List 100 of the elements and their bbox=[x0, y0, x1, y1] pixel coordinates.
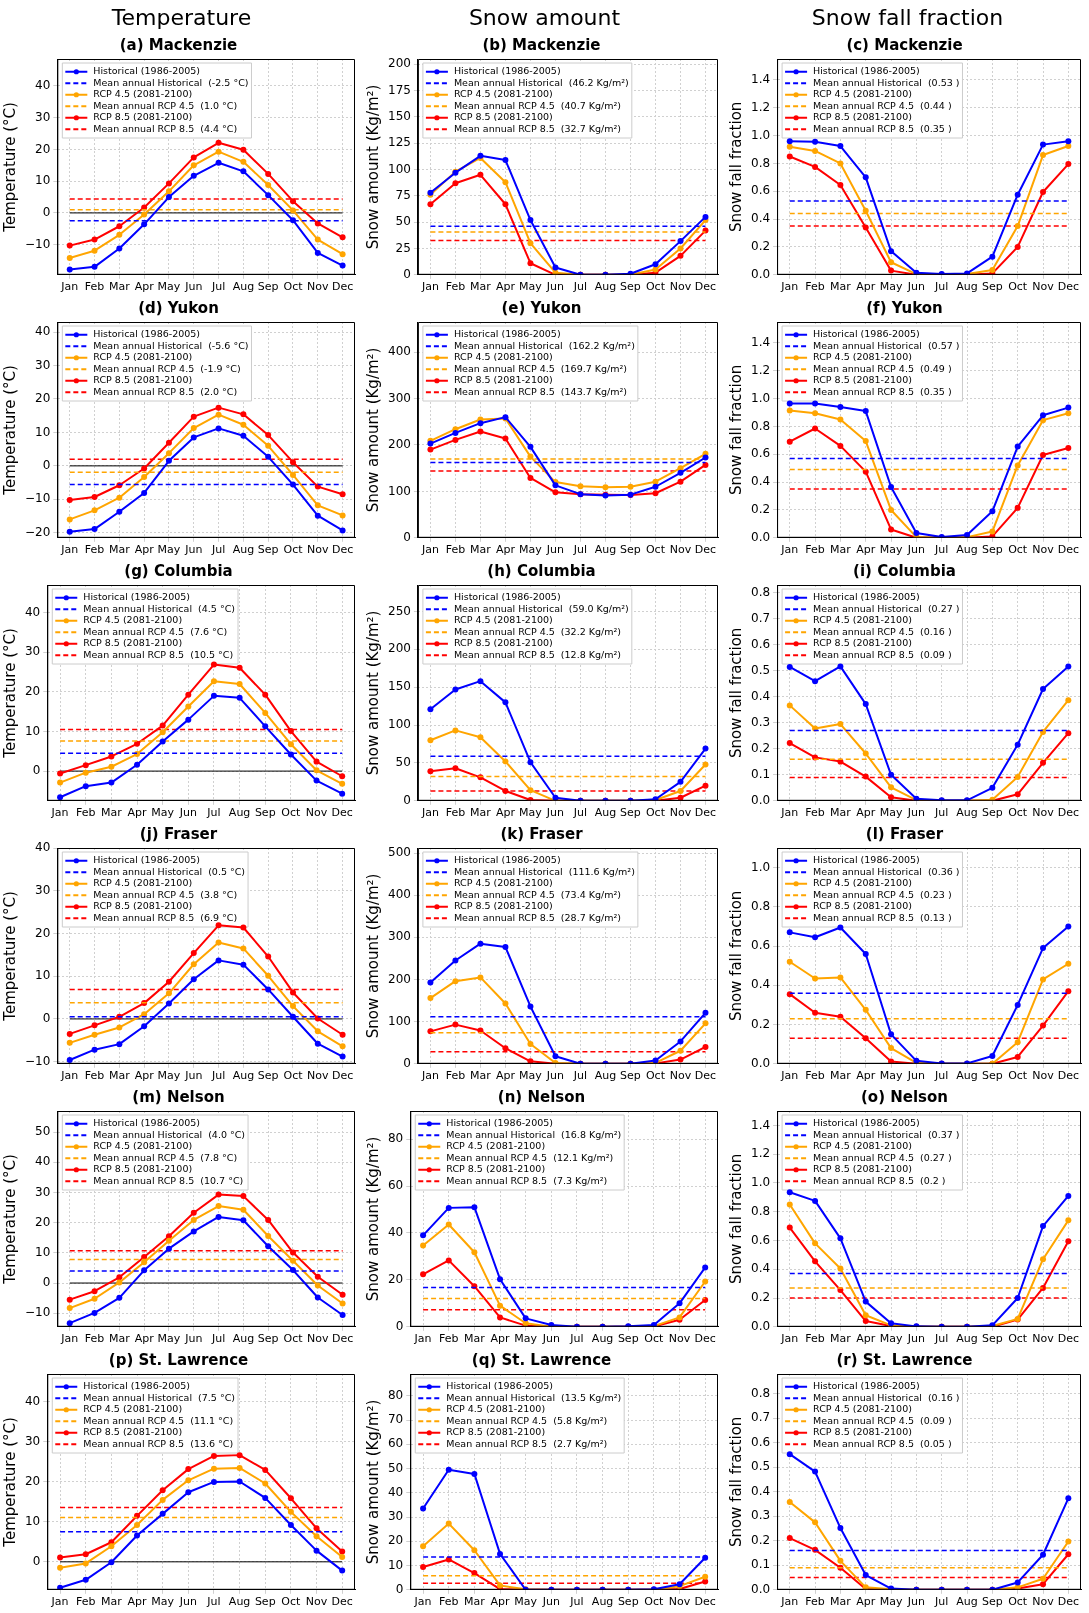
y-tick-label: 150 bbox=[388, 679, 411, 694]
y-tick-label: 0.4 bbox=[750, 1483, 771, 1498]
y-tick-label: 60 bbox=[387, 1436, 404, 1451]
x-tick-label: May bbox=[879, 1332, 903, 1346]
legend-label: Mean annual Historical (-5.6 °C) bbox=[93, 339, 249, 351]
x-tick-label: Aug bbox=[956, 280, 978, 294]
y-tick-label: 20 bbox=[35, 925, 51, 940]
y-tick-label: 30 bbox=[24, 1434, 41, 1449]
x-tick-label: Nov bbox=[1032, 1069, 1055, 1083]
y-tick-label: 1.4 bbox=[750, 335, 771, 350]
x-tick-label: Feb bbox=[445, 1069, 466, 1083]
x-tick-label: Jul bbox=[206, 806, 221, 820]
chart-title: (h) Columbia bbox=[487, 561, 596, 580]
y-tick-label: 0.8 bbox=[750, 898, 771, 913]
y-tick-label: 0.4 bbox=[750, 474, 771, 489]
legend-label: RCP 8.5 (2081-2100) bbox=[813, 900, 912, 912]
x-tick-label: Jun bbox=[906, 1332, 925, 1346]
x-tick-label: Apr bbox=[495, 280, 516, 294]
x-tick-label: Jun bbox=[545, 806, 565, 820]
x-tick-label: Oct bbox=[644, 1595, 665, 1609]
y-tick-label: 0.3 bbox=[750, 1508, 771, 1523]
x-tick-label: Jun bbox=[906, 1069, 925, 1083]
y-tick-label: 30 bbox=[35, 1184, 51, 1199]
legend-label: Mean annual RCP 4.5 (73.4 Kg/m²) bbox=[453, 888, 621, 900]
x-tick-label: Oct bbox=[1008, 806, 1028, 820]
y-tick-label: 30 bbox=[35, 357, 51, 372]
x-tick-label: Jan bbox=[420, 1069, 439, 1083]
y-tick-label: 0.6 bbox=[750, 446, 771, 461]
x-tick-label: Aug bbox=[594, 543, 617, 557]
legend-label: Mean annual RCP 8.5 (12.8 Kg/m²) bbox=[453, 648, 621, 660]
x-tick-label: May bbox=[151, 806, 175, 820]
legend-label: Mean annual RCP 4.5 (0.16 ) bbox=[813, 625, 952, 637]
legend-label: Mean annual Historical (0.16 ) bbox=[813, 1391, 960, 1403]
x-tick-label: Apr bbox=[127, 1595, 148, 1609]
x-tick-label: Apr bbox=[134, 1069, 155, 1083]
legend-label: Historical (1986-2005) bbox=[446, 1380, 553, 1392]
x-tick-label: Nov bbox=[1032, 1595, 1055, 1609]
x-tick-label: Nov bbox=[305, 1595, 328, 1609]
x-tick-label: Nov bbox=[668, 1332, 691, 1346]
legend-label: Mean annual RCP 4.5 (11.1 °C) bbox=[83, 1414, 234, 1426]
x-tick-label: Jan bbox=[60, 1069, 79, 1083]
x-tick-label: Sep bbox=[617, 1332, 639, 1346]
legend-label: Mean annual Historical (111.6 Kg/m²) bbox=[453, 865, 635, 877]
x-tick-label: Oct bbox=[645, 1069, 666, 1083]
x-tick-label: Sep bbox=[254, 1595, 276, 1609]
x-tick-label: Dec bbox=[1057, 1069, 1079, 1083]
x-tick-label: Aug bbox=[956, 1595, 978, 1609]
chart-title: (o) Nelson bbox=[860, 1087, 949, 1106]
legend-label: RCP 4.5 (2081-2100) bbox=[813, 614, 912, 626]
legend-label: RCP 4.5 (2081-2100) bbox=[813, 1140, 912, 1152]
x-tick-label: May bbox=[151, 1595, 175, 1609]
x-tick-label: Nov bbox=[669, 1069, 692, 1083]
x-tick-label: Jun bbox=[541, 1595, 560, 1609]
y-tick-label: 20 bbox=[24, 684, 41, 699]
legend-label: RCP 4.5 (2081-2100) bbox=[453, 88, 553, 100]
y-tick-label: 0.4 bbox=[750, 977, 771, 992]
x-tick-label: Dec bbox=[694, 1069, 717, 1083]
y-tick-label: 25 bbox=[395, 240, 411, 255]
x-tick-label: Jul bbox=[206, 1595, 221, 1609]
y-tick-label: 0.8 bbox=[750, 418, 771, 433]
x-tick-label: Jan bbox=[50, 806, 69, 820]
y-tick-label: 0.2 bbox=[750, 1532, 771, 1547]
chart-title: (f) Yukon bbox=[866, 298, 943, 317]
x-tick-label: Feb bbox=[84, 1069, 105, 1083]
y-axis-title: Snow fall fraction bbox=[726, 627, 745, 759]
x-tick-label: Jan bbox=[780, 543, 799, 557]
x-tick-label: Apr bbox=[490, 1332, 511, 1346]
y-tick-label: 1.4 bbox=[750, 72, 771, 87]
x-tick-label: Sep bbox=[981, 1595, 1003, 1609]
y-axis-title: Temperature (°C) bbox=[0, 102, 19, 233]
x-tick-label: Mar bbox=[830, 280, 852, 294]
chart-title: (k) Fraser bbox=[500, 824, 584, 843]
x-tick-label: Oct bbox=[1008, 1069, 1028, 1083]
y-tick-label: 30 bbox=[35, 882, 51, 897]
legend-label: Historical (1986-2005) bbox=[93, 328, 201, 340]
y-tick-label: 500 bbox=[388, 845, 411, 860]
x-tick-label: Mar bbox=[101, 806, 123, 820]
legend-label: Historical (1986-2005) bbox=[93, 854, 201, 866]
y-tick-label: 1.2 bbox=[750, 99, 771, 114]
x-tick-label: May bbox=[157, 1332, 181, 1346]
y-axis-title: Temperature (°C) bbox=[0, 891, 19, 1022]
y-tick-label: 20 bbox=[24, 1474, 41, 1489]
y-tick-label: 10 bbox=[387, 1557, 404, 1572]
x-tick-label: Oct bbox=[281, 806, 302, 820]
x-tick-label: Jan bbox=[50, 1595, 69, 1609]
legend-label: Historical (1986-2005) bbox=[813, 854, 920, 866]
y-tick-label: 0.0 bbox=[750, 266, 771, 281]
x-tick-label: May bbox=[879, 543, 903, 557]
x-tick-label: Mar bbox=[830, 1595, 852, 1609]
x-tick-label: Feb bbox=[805, 1595, 825, 1609]
legend-label: Historical (1986-2005) bbox=[93, 1117, 201, 1129]
x-tick-label: Aug bbox=[956, 806, 978, 820]
x-tick-label: Jul bbox=[569, 1332, 584, 1346]
legend-label: RCP 8.5 (2081-2100) bbox=[453, 111, 553, 123]
legend-label: Mean annual RCP 8.5 (2.7 Kg/m²) bbox=[446, 1437, 608, 1449]
x-tick-label: Mar bbox=[464, 1595, 486, 1609]
x-tick-label: Mar bbox=[101, 1595, 123, 1609]
legend-label: Mean annual RCP 8.5 (0.35 ) bbox=[813, 385, 952, 397]
y-tick-label: 0 bbox=[32, 763, 41, 778]
x-tick-label: Jan bbox=[413, 1595, 432, 1609]
